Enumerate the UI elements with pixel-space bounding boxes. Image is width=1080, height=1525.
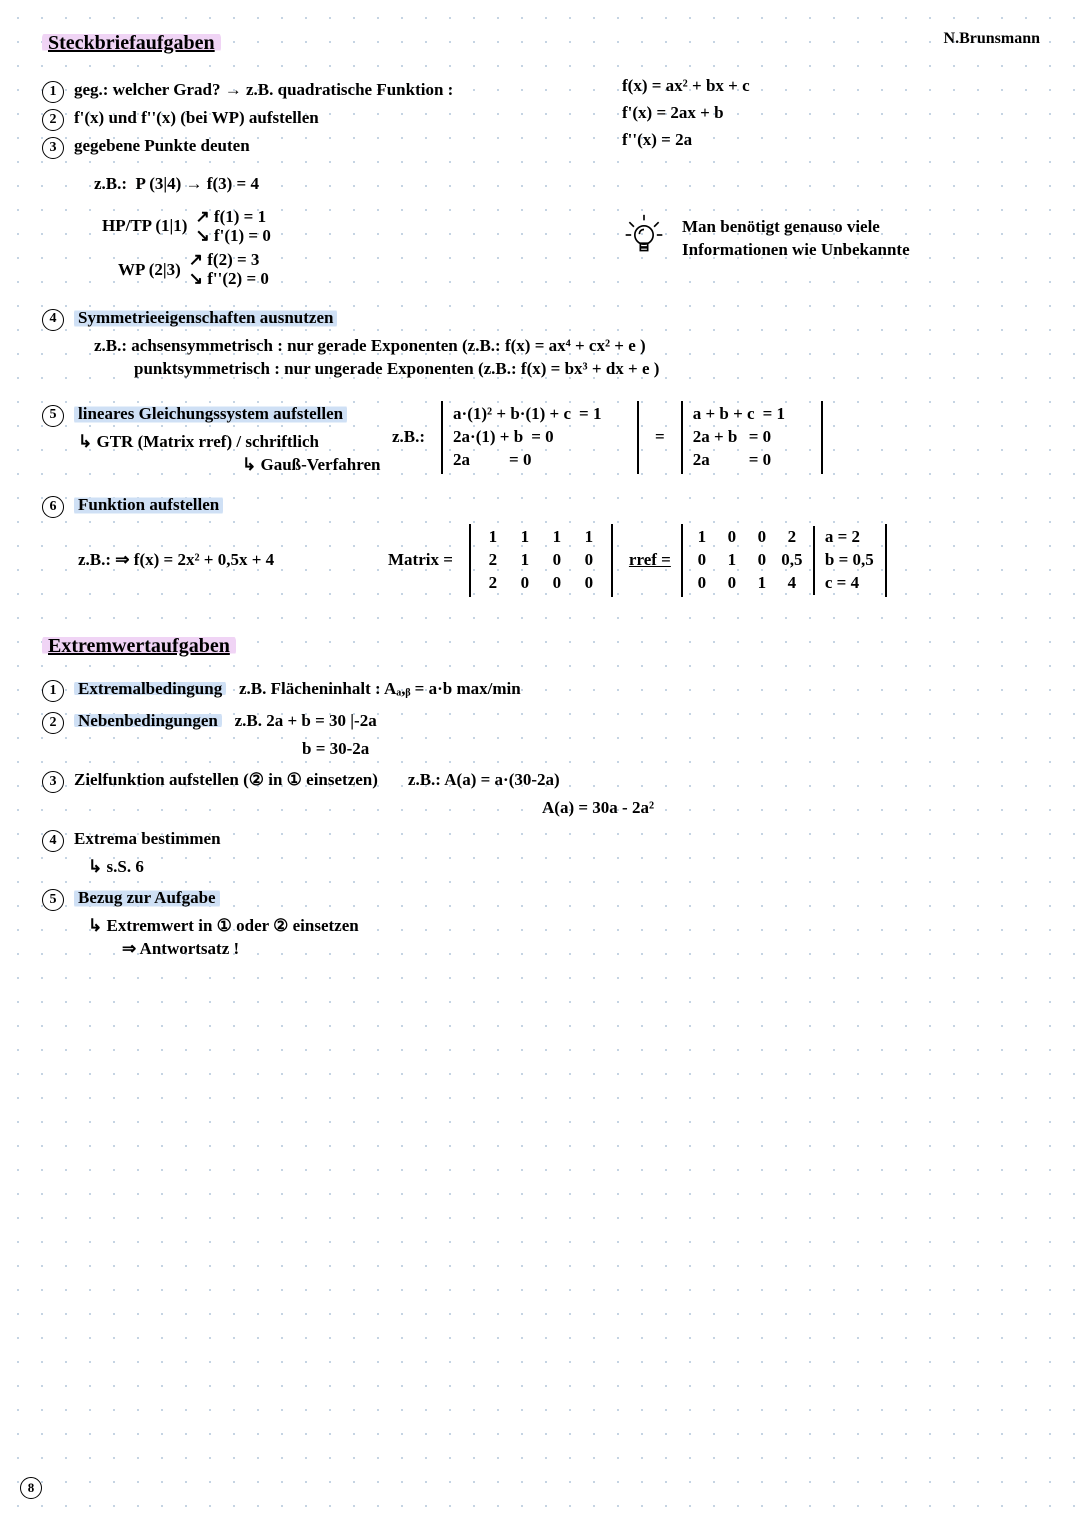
section2-title: Extremwertaufgaben <box>42 633 236 660</box>
zb-label: z.B.: <box>392 426 425 449</box>
s2-step1-num: 1 <box>42 680 64 702</box>
step-2-text: f'(x) und f''(x) (bei WP) aufstellen <box>74 107 319 130</box>
page-number: 8 <box>20 1477 42 1499</box>
s2-step1-ex: z.B. Flächeninhalt : Aₐ,ᵦ = a·b max/min <box>239 679 521 698</box>
step-3-num: 3 <box>42 137 64 159</box>
s2-step1-text: Extremalbedingung <box>74 679 226 698</box>
step-5-sub2: ↳ Gauß-Verfahren <box>242 454 382 477</box>
s2-step3-ex1: z.B.: A(a) = a·(30-2a) <box>408 769 560 792</box>
ex-wp-1: ↗ f(2) = 3 <box>189 251 269 270</box>
s2-step2-text: Nebenbedingungen <box>74 711 222 730</box>
rref-matrix: 1002 0100,5 0014 a = 2 b = 0,5 c = 4 <box>681 524 887 597</box>
s2-step2-ex2: b = 30-2a <box>302 738 1050 761</box>
ex-wp: WP (2|3) <box>118 259 181 282</box>
step-6-num: 6 <box>42 496 64 518</box>
s2-step3-num: 3 <box>42 771 64 793</box>
step-5-num: 5 <box>42 405 64 427</box>
hint-text: Man benötigt genauso viele Informationen… <box>682 216 910 262</box>
s2-step2-num: 2 <box>42 712 64 734</box>
s2-step5-num: 5 <box>42 889 64 911</box>
step-5-text: lineares Gleichungssystem aufstellen <box>74 403 347 426</box>
system-matrix-2: a + b + c= 1 2a + b= 0 2a= 0 <box>681 401 823 474</box>
step-3-text: gegebene Punkte deuten <box>74 135 250 158</box>
ex-hp: HP/TP (1|1) <box>102 215 187 238</box>
eq-fp: f'(x) = 2ax + b <box>622 102 750 125</box>
s2-step3-text: Zielfunktion aufstellen (② in ① einsetze… <box>74 769 378 792</box>
s2-step4-text: Extrema bestimmen <box>74 828 221 851</box>
system-matrix-1: a·(1)² + b·(1) + c= 1 2a·(1) + b= 0 2a= … <box>441 401 639 474</box>
equals-sign: = <box>655 426 665 449</box>
ex-hp-1: ↗ f(1) = 1 <box>195 208 270 227</box>
step-5-sub: ↳ GTR (Matrix rref) / schriftlich <box>78 431 382 454</box>
s2-step5-sub: ↳ Extremwert in ① oder ② einsetzen <box>88 915 1050 938</box>
lightbulb-icon <box>622 213 666 264</box>
step-6-result: z.B.: ⇒ f(x) = 2x² + 0,5x + 4 <box>78 549 378 572</box>
example-label: z.B.: P (3|4) → f(3) = 4 <box>94 173 562 196</box>
step-6-text: Funktion aufstellen <box>74 494 223 517</box>
step-4-sub1: z.B.: achsensymmetrisch : nur gerade Exp… <box>94 335 1050 358</box>
step-4-text: Symmetrieeigenschaften ausnutzen <box>74 307 337 330</box>
step-1-text: geg.: welcher Grad? → z.B. quadratische … <box>74 79 453 102</box>
step-4-sub2: punktsymmetrisch : nur ungerade Exponent… <box>134 358 1050 381</box>
s2-step4-sub: ↳ s.S. 6 <box>88 856 1050 879</box>
s2-step4-num: 4 <box>42 830 64 852</box>
step-4-num: 4 <box>42 309 64 331</box>
ex-hp-2: ↘ f'(1) = 0 <box>195 227 270 246</box>
author-label: N.Brunsmann <box>944 28 1040 50</box>
s2-step2-ex1: z.B. 2a + b = 30 |-2a <box>235 711 377 730</box>
rref-label: rref = <box>629 549 671 572</box>
s2-step3-ex2: A(a) = 30a - 2a² <box>542 797 1050 820</box>
ex-wp-2: ↘ f''(2) = 0 <box>189 270 269 289</box>
step-1-num: 1 <box>42 81 64 103</box>
matrix-label: Matrix = <box>388 549 453 572</box>
step-2-num: 2 <box>42 109 64 131</box>
page-content: Steckbriefaufgaben 1 geg.: welcher Grad? … <box>0 0 1080 991</box>
eq-f: f(x) = ax² + bx + c <box>622 75 750 98</box>
section1-title: Steckbriefaufgaben <box>42 30 221 57</box>
s2-step5-text: Bezug zur Aufgabe <box>74 887 220 910</box>
coefficient-matrix: 1111 2100 2000 <box>469 524 613 597</box>
eq-fpp: f''(x) = 2a <box>622 129 750 152</box>
s2-step5-sub2: ⇒ Antwortsatz ! <box>122 938 1050 961</box>
